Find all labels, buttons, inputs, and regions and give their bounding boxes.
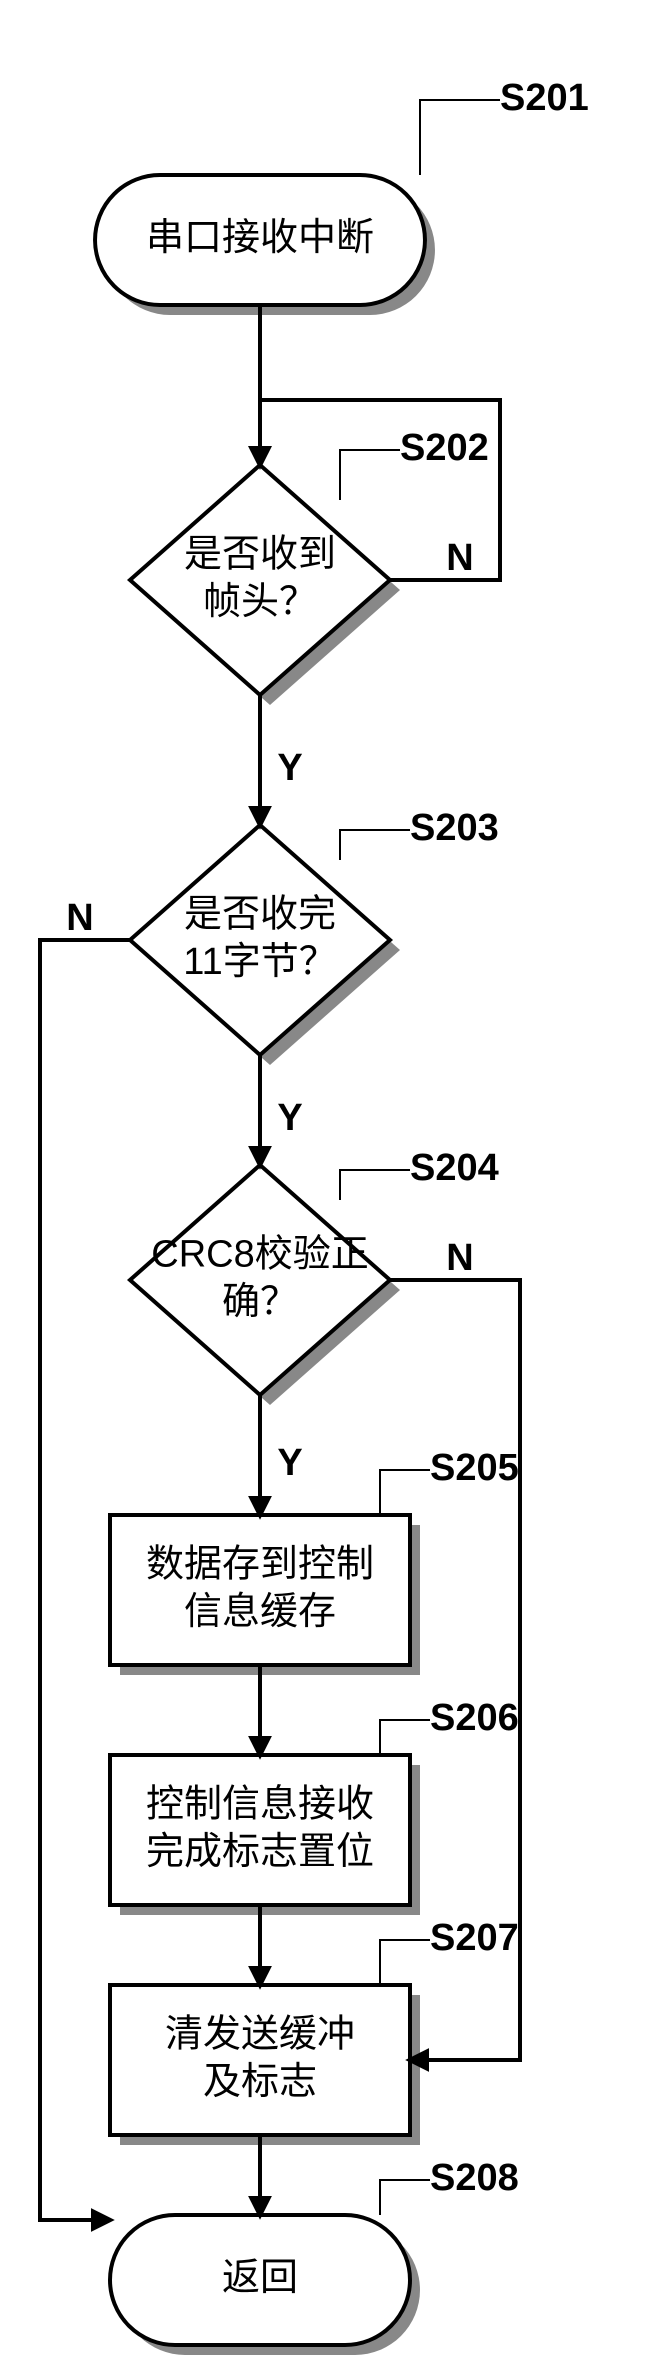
node-s204-text: 确？ xyxy=(222,1281,298,1323)
edge-label: N xyxy=(446,1237,473,1279)
edge-label: N xyxy=(66,897,93,939)
node-s205-text: 数据存到控制 xyxy=(146,1543,374,1585)
edge-label: Y xyxy=(277,747,302,789)
node-s206-text: 控制信息接收 xyxy=(146,1783,374,1825)
label-leader xyxy=(380,1940,430,1985)
edge-label: Y xyxy=(277,1097,302,1139)
label-s202: S202 xyxy=(400,427,489,469)
edge-label: N xyxy=(446,537,473,579)
node-s205-text: 信息缓存 xyxy=(184,1591,336,1633)
label-leader xyxy=(380,1720,430,1755)
label-s205: S205 xyxy=(430,1447,519,1489)
node-s204-text: CRC8校验正 xyxy=(151,1233,368,1275)
label-leader xyxy=(380,1470,430,1515)
node-s207-text: 清发送缓冲 xyxy=(165,2013,355,2055)
node-s202-text: 是否收到 xyxy=(184,533,336,575)
label-s207: S207 xyxy=(430,1917,519,1959)
node-s203-text: 11字节？ xyxy=(183,941,336,983)
label-s203: S203 xyxy=(410,807,499,849)
label-leader xyxy=(340,450,400,500)
label-s204: S204 xyxy=(410,1147,499,1189)
label-leader xyxy=(380,2180,430,2215)
node-s208-text: 返回 xyxy=(222,2257,298,2299)
edge-label: Y xyxy=(277,1442,302,1484)
node-s203-text: 是否收完 xyxy=(184,893,336,935)
label-leader xyxy=(420,100,500,175)
node-s201-text: 串口接收中断 xyxy=(146,217,374,259)
label-leader xyxy=(340,830,410,860)
label-s208: S208 xyxy=(430,2157,519,2199)
label-leader xyxy=(340,1170,410,1200)
label-s206: S206 xyxy=(430,1697,519,1739)
node-s207-text: 及标志 xyxy=(203,2061,317,2103)
node-s206-text: 完成标志置位 xyxy=(146,1831,374,1873)
label-s201: S201 xyxy=(500,77,589,119)
node-s202-text: 帧头？ xyxy=(203,581,317,623)
